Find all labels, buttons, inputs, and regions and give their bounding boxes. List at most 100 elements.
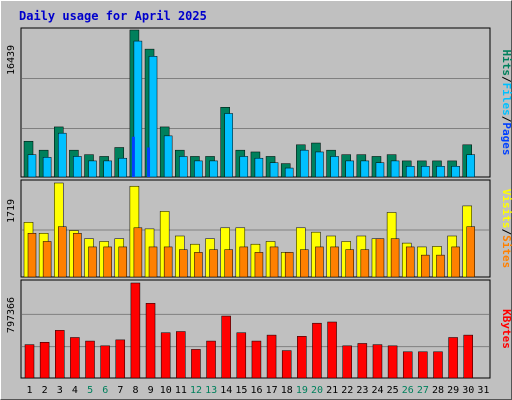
bar-sites-day-2: [42, 241, 52, 278]
x-tick-label-day-4: 4: [72, 385, 78, 396]
legend: Hits/Files/Pages: [500, 50, 512, 156]
bar-sites-day-18: [284, 252, 294, 278]
bar-kbytes-day-20: [312, 322, 322, 379]
bar-files-day-22: [345, 160, 354, 178]
bar-kbytes-day-24: [372, 344, 383, 379]
bar-kbytes-day-27: [418, 351, 428, 379]
bar-sites-day-3: [58, 226, 67, 278]
bar-files-day-19: [300, 149, 309, 178]
bar-files-day-13: [209, 160, 218, 178]
bar-sites-day-25: [390, 238, 400, 278]
bar-sites-day-19: [300, 249, 309, 278]
bar-kbytes-day-15: [236, 332, 247, 379]
bar-files-day-1: [27, 154, 37, 178]
x-tick-label-day-22: 22: [341, 385, 353, 396]
bar-files-day-27: [421, 166, 430, 178]
legend-separator: /: [500, 116, 512, 123]
bar-files-day-14: [224, 113, 233, 178]
x-tick-label-day-26: 26: [402, 385, 414, 396]
bar-sites-day-15: [239, 246, 249, 278]
bar-files-day-6: [103, 160, 112, 178]
bar-kbytes-day-23: [357, 343, 368, 379]
bar-files-day-18: [284, 167, 294, 178]
bar-files-day-28: [436, 166, 445, 178]
bar-kbytes-day-1: [24, 344, 35, 379]
x-tick-label-day-31: 31: [477, 385, 489, 396]
x-tick-label-day-1: 1: [27, 385, 33, 396]
x-tick-label-day-17: 17: [266, 385, 278, 396]
bar-sites-day-13: [209, 249, 218, 278]
bar-kbytes-day-14: [221, 315, 231, 379]
bar-kbytes-day-10: [160, 332, 171, 379]
x-tick-label-day-14: 14: [220, 385, 232, 396]
bar-kbytes-day-5: [85, 340, 95, 379]
bar-files-day-21: [330, 156, 339, 178]
bar-files-day-23: [360, 160, 370, 178]
bar-kbytes-day-19: [297, 336, 307, 379]
bar-sites-day-1: [27, 233, 37, 278]
x-tick-label-day-21: 21: [326, 385, 338, 396]
y-tick-label: 16439: [6, 45, 17, 75]
bar-kbytes-day-9: [145, 303, 156, 379]
bar-pages-day-9: [147, 147, 151, 177]
bar-sites-day-20: [315, 246, 324, 278]
legend-separator: /: [500, 76, 512, 83]
bar-kbytes-day-11: [176, 331, 186, 379]
bar-sites-day-30: [466, 226, 475, 278]
bar-files-day-4: [73, 156, 82, 178]
bar-sites-day-17: [269, 246, 279, 278]
bar-kbytes-day-21: [327, 321, 337, 379]
bar-kbytes-day-29: [448, 337, 458, 379]
bar-sites-day-16: [254, 252, 264, 278]
bar-kbytes-day-4: [70, 337, 80, 379]
bar-files-day-26: [405, 166, 415, 178]
bar-kbytes-day-6: [100, 345, 110, 379]
x-tick-label-day-29: 29: [447, 385, 459, 396]
bar-files-day-12: [194, 160, 203, 178]
bar-sites-day-6: [103, 246, 112, 278]
bar-files-day-2: [42, 157, 52, 178]
x-tick-label-day-12: 12: [190, 385, 202, 396]
x-tick-label-day-19: 19: [296, 385, 308, 396]
bar-files-day-8: [133, 40, 143, 178]
bar-sites-day-29: [451, 246, 460, 278]
bar-files-day-5: [88, 160, 97, 178]
bar-kbytes-day-17: [266, 334, 277, 379]
x-tick-label-day-27: 27: [417, 385, 429, 396]
x-tick-label-day-6: 6: [102, 385, 108, 396]
bar-sites-day-27: [421, 254, 430, 278]
bar-files-day-25: [390, 160, 400, 178]
legend-visits: Visits: [500, 189, 512, 229]
bar-files-day-30: [466, 154, 475, 178]
bar-files-day-16: [254, 157, 264, 178]
legend: KBytes: [500, 309, 512, 349]
bar-kbytes-day-3: [55, 330, 65, 379]
bar-sites-day-5: [88, 246, 97, 278]
x-tick-label-day-28: 28: [432, 385, 444, 396]
x-tick-label-day-8: 8: [132, 385, 138, 396]
legend: Visits/Sites: [500, 189, 512, 269]
bar-files-day-17: [269, 162, 279, 178]
chart-title: Daily usage for April 2025: [19, 9, 207, 23]
bar-files-day-7: [118, 157, 128, 178]
x-tick-label-day-24: 24: [372, 385, 384, 396]
bar-sites-day-9: [148, 246, 158, 278]
legend-sites: Sites: [500, 235, 512, 268]
bar-sites-day-24: [375, 238, 385, 278]
legend-kbytes: KBytes: [500, 309, 512, 349]
bar-sites-day-23: [360, 249, 370, 278]
x-tick-label-day-11: 11: [175, 385, 187, 396]
bar-kbytes-day-12: [191, 349, 201, 379]
x-tick-label-day-25: 25: [387, 385, 399, 396]
x-tick-label-day-20: 20: [311, 385, 323, 396]
bar-kbytes-day-25: [387, 345, 398, 379]
bar-kbytes-day-8: [130, 282, 141, 379]
bar-kbytes-day-26: [402, 351, 413, 379]
x-tick-label-day-16: 16: [250, 385, 262, 396]
bar-kbytes-day-28: [433, 351, 443, 379]
bar-kbytes-day-13: [206, 340, 216, 379]
x-tick-label-day-10: 10: [160, 385, 172, 396]
x-tick-label-day-5: 5: [87, 385, 93, 396]
bar-kbytes-day-16: [251, 340, 262, 379]
legend-hits: Hits: [500, 50, 512, 77]
